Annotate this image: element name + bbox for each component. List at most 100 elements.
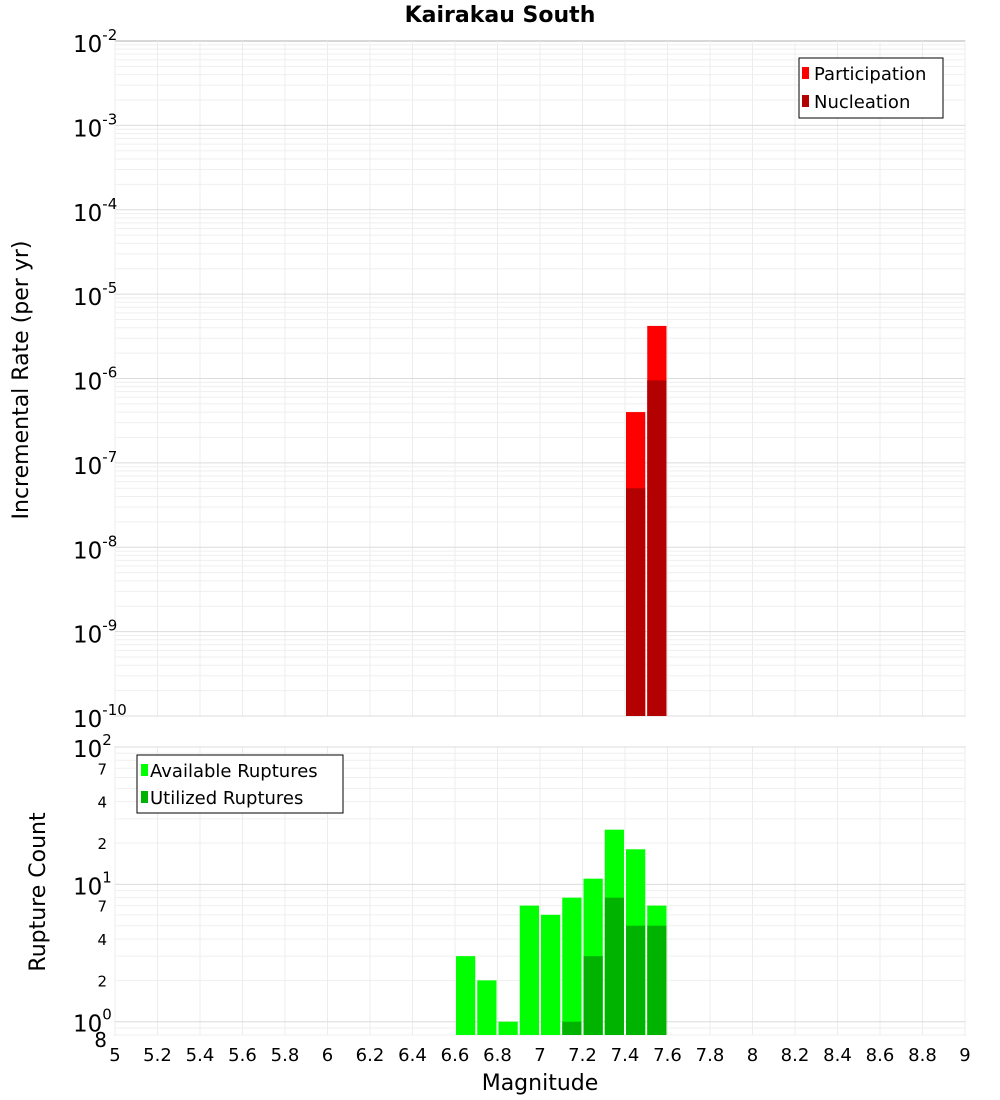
bar-utilized-ruptures bbox=[583, 956, 603, 1035]
y-tick-exponent: 2 bbox=[102, 731, 112, 749]
y-tick-label: 100 bbox=[73, 1006, 112, 1038]
bar-utilized-ruptures bbox=[647, 925, 667, 1035]
bar-utilized-ruptures bbox=[562, 1021, 582, 1035]
legend-label-utilized: Utilized Ruptures bbox=[150, 788, 303, 809]
x-tick-label: 8.2 bbox=[781, 1045, 810, 1066]
y-tick-label: 10-5 bbox=[73, 279, 117, 311]
bar-available-ruptures bbox=[519, 905, 539, 1035]
top-y-axis-label: Incremental Rate (per yr) bbox=[9, 241, 34, 520]
y-tick-label: 10-3 bbox=[73, 110, 117, 142]
bar-nucleation bbox=[626, 488, 646, 716]
y-tick-exponent: -7 bbox=[102, 448, 117, 466]
x-tick-label: 8.8 bbox=[908, 1045, 937, 1066]
bottom-y-axis-label: Rupture Count bbox=[26, 812, 51, 972]
bar-available-ruptures bbox=[477, 980, 497, 1035]
y-tick-base: 10 bbox=[73, 370, 102, 396]
y-tick-minor-label: 8 bbox=[94, 1028, 107, 1052]
x-tick-label: 5.6 bbox=[228, 1045, 257, 1066]
y-tick-exponent: -9 bbox=[102, 617, 117, 635]
y-tick-base: 10 bbox=[73, 623, 102, 649]
legend-swatch-participation bbox=[802, 67, 809, 79]
y-tick-label: 10-2 bbox=[73, 26, 117, 58]
top-y-ticks: 10-210-310-410-510-610-710-810-910-10 bbox=[73, 26, 127, 733]
y-tick-base: 10 bbox=[73, 285, 102, 311]
y-tick-exponent: -8 bbox=[102, 532, 117, 550]
y-tick-minor-label: 7 bbox=[97, 760, 107, 778]
x-tick-label: 7.6 bbox=[653, 1045, 682, 1066]
x-tick-label: 7 bbox=[534, 1045, 545, 1066]
y-tick-exponent: -6 bbox=[102, 364, 117, 382]
y-tick-label: 101 bbox=[73, 868, 112, 900]
x-tick-label: 5.2 bbox=[143, 1045, 172, 1066]
y-tick-minor-label: 7 bbox=[97, 898, 107, 916]
y-tick-minor-label: 4 bbox=[97, 931, 107, 949]
top-legend: Participation Nucleation bbox=[798, 57, 944, 119]
legend-swatch-nucleation bbox=[802, 95, 809, 107]
y-tick-minor-label: 2 bbox=[97, 835, 107, 853]
y-tick-base: 10 bbox=[73, 116, 102, 142]
y-tick-exponent: -4 bbox=[102, 195, 117, 213]
legend-label-participation: Participation bbox=[814, 64, 926, 85]
legend-swatch-utilized bbox=[141, 791, 148, 803]
x-tick-label: 5.8 bbox=[271, 1045, 300, 1066]
y-tick-base: 10 bbox=[73, 874, 102, 900]
bar-available-ruptures bbox=[562, 897, 582, 1035]
legend-swatch-available bbox=[141, 764, 148, 776]
bar-nucleation bbox=[647, 380, 667, 716]
bottom-legend-box bbox=[136, 754, 344, 814]
x-tick-label: 7.4 bbox=[611, 1045, 640, 1066]
x-tick-label: 7.2 bbox=[568, 1045, 597, 1066]
y-tick-base: 10 bbox=[73, 707, 102, 733]
x-axis-label: Magnitude bbox=[482, 1071, 599, 1096]
y-tick-exponent: -3 bbox=[102, 110, 117, 128]
y-tick-exponent: 1 bbox=[102, 868, 112, 886]
x-tick-label: 5 bbox=[109, 1045, 120, 1066]
y-tick-base: 10 bbox=[73, 538, 102, 564]
x-tick-label: 8 bbox=[747, 1045, 758, 1066]
top-grid bbox=[114, 41, 966, 717]
y-tick-exponent: -10 bbox=[102, 701, 127, 719]
y-tick-base: 10 bbox=[73, 737, 102, 763]
x-tick-label: 6.6 bbox=[441, 1045, 470, 1066]
bar-available-ruptures bbox=[541, 914, 561, 1035]
bottom-legend: Available Ruptures Utilized Ruptures bbox=[136, 754, 344, 814]
x-tick-label: 6.4 bbox=[398, 1045, 427, 1066]
y-tick-base: 10 bbox=[73, 32, 102, 58]
y-tick-minor-label: 2 bbox=[97, 972, 107, 990]
y-tick-base: 10 bbox=[73, 454, 102, 480]
x-tick-label: 9 bbox=[959, 1045, 970, 1066]
y-tick-label: 10-8 bbox=[73, 532, 117, 564]
x-tick-label: 6 bbox=[322, 1045, 333, 1066]
x-tick-label: 8.6 bbox=[866, 1045, 895, 1066]
y-tick-label: 10-10 bbox=[73, 701, 127, 733]
bar-utilized-ruptures bbox=[604, 897, 624, 1035]
top-panel: Kairakau South 10-210-310-410-510-610-71… bbox=[9, 3, 966, 733]
top-legend-box bbox=[798, 57, 944, 119]
y-tick-label: 10-6 bbox=[73, 364, 117, 396]
y-tick-label: 10-7 bbox=[73, 448, 117, 480]
y-tick-label: 10-4 bbox=[73, 195, 117, 227]
y-tick-label: 102 bbox=[73, 731, 112, 763]
y-tick-exponent: -5 bbox=[102, 279, 117, 297]
y-tick-base: 10 bbox=[73, 201, 102, 227]
y-tick-minor-label: 4 bbox=[97, 794, 107, 812]
top-bars bbox=[626, 325, 667, 716]
bar-utilized-ruptures bbox=[626, 925, 646, 1035]
y-tick-label: 10-9 bbox=[73, 617, 117, 649]
chart-title: Kairakau South bbox=[405, 3, 596, 28]
x-tick-label: 7.8 bbox=[696, 1045, 725, 1066]
x-ticks: 5 5.2 5.4 5.6 5.8 6 6.2 6.4 6.6 6.8 7 7.2 7.4 7.6 7.8 8… bbox=[109, 1045, 970, 1066]
x-tick-label: 6.2 bbox=[356, 1045, 385, 1066]
y-tick-exponent: -2 bbox=[102, 26, 117, 44]
bar-available-ruptures bbox=[498, 1021, 518, 1035]
x-tick-label: 8.4 bbox=[823, 1045, 852, 1066]
legend-label-available: Available Ruptures bbox=[150, 761, 318, 782]
y-tick-base: 10 bbox=[73, 1012, 102, 1038]
x-tick-label: 6.8 bbox=[483, 1045, 512, 1066]
y-tick-exponent: 0 bbox=[102, 1006, 112, 1024]
bar-available-ruptures bbox=[456, 956, 476, 1035]
x-tick-label: 5.4 bbox=[186, 1045, 215, 1066]
